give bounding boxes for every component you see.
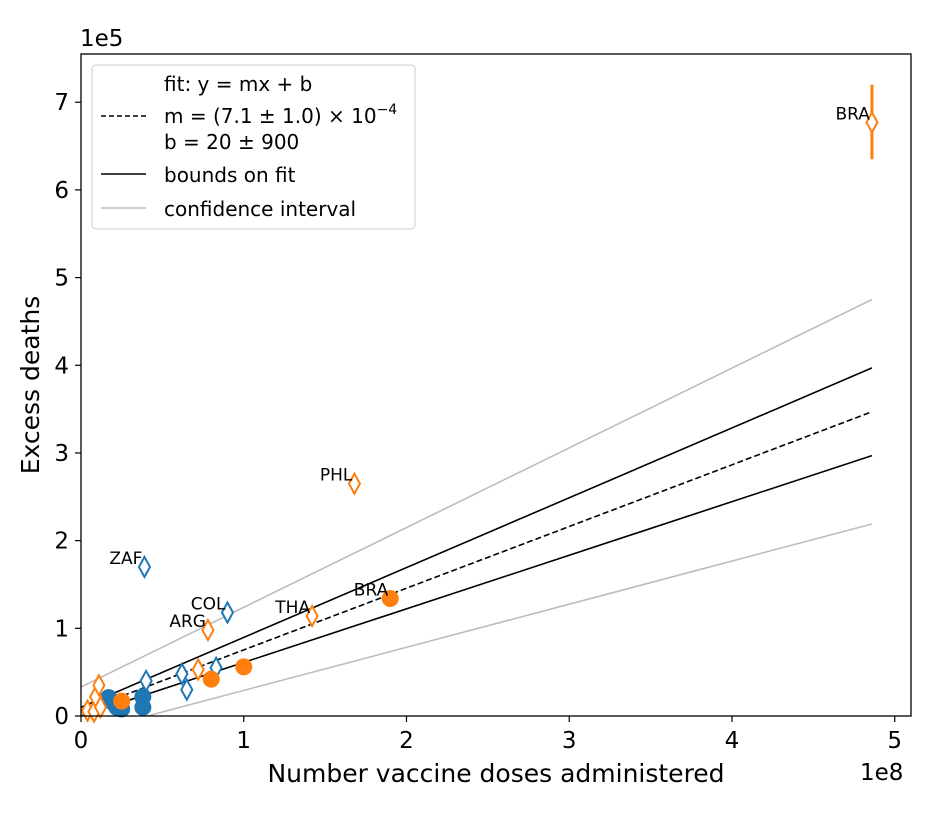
x-tick-label: 4 bbox=[725, 728, 740, 754]
y-axis-label: Excess deaths bbox=[16, 296, 45, 475]
legend-fit-slope-text: m = (7.1 ± 1.0) × 10 bbox=[164, 104, 377, 128]
ci-upper-line bbox=[81, 298, 873, 688]
legend-fit-equation: fit: y = mx + b bbox=[164, 72, 312, 96]
y-tick-label: 6 bbox=[54, 178, 69, 204]
x-tick-label: 2 bbox=[399, 728, 414, 754]
x-axis-label: Number vaccine doses administered bbox=[267, 759, 724, 788]
point-blue-open bbox=[220, 600, 235, 625]
point-orange-open bbox=[347, 471, 362, 496]
y-scale-label: 1e5 bbox=[80, 26, 123, 52]
legend-fit-intercept: b = 20 ± 900 bbox=[164, 130, 299, 154]
annotation-phl: PHL bbox=[320, 466, 353, 486]
points-layer bbox=[80, 84, 879, 724]
y-tick-label: 3 bbox=[54, 441, 69, 467]
x-tick-label: 1 bbox=[236, 728, 251, 754]
legend-box bbox=[91, 64, 416, 230]
y-tick-label: 5 bbox=[54, 266, 69, 292]
x-tick-label: 3 bbox=[562, 728, 577, 754]
annotation-zaf: ZAF bbox=[109, 549, 142, 569]
point-blue-open bbox=[180, 677, 194, 702]
point-orange-open bbox=[191, 657, 205, 682]
point-orange-open bbox=[201, 617, 215, 643]
legend-fit-slope: m = (7.1 ± 1.0) × 10−4 bbox=[164, 102, 397, 128]
point-orange-filled bbox=[381, 590, 399, 608]
point-blue-open bbox=[139, 668, 153, 694]
point-orange-filled bbox=[202, 670, 220, 688]
point-orange-open bbox=[93, 695, 108, 720]
bounds-upper-line bbox=[81, 367, 873, 708]
y-tick-label: 0 bbox=[54, 704, 69, 730]
y-tick-label: 1 bbox=[54, 616, 69, 642]
annotation-bra: BRA bbox=[354, 581, 389, 601]
point-orange-open bbox=[865, 110, 879, 135]
annotation-arg: ARG bbox=[169, 612, 206, 632]
y-tick-label: 7 bbox=[54, 90, 69, 116]
legend-bounds-label: bounds on fit bbox=[164, 163, 296, 187]
point-blue-open bbox=[137, 554, 152, 580]
ticks-layer: 0 1 2 3 4 5 0 1 2 3 4 5 6 7 bbox=[54, 90, 902, 754]
legend-fit-slope-exponent: −4 bbox=[377, 102, 398, 118]
annotation-tha: THA bbox=[274, 598, 310, 618]
x-scale-label: 1e8 bbox=[860, 760, 903, 786]
ci-lower-line bbox=[144, 523, 873, 716]
point-orange-filled bbox=[113, 692, 131, 710]
point-orange-open bbox=[92, 673, 106, 698]
legend: fit: y = mx + b m = (7.1 ± 1.0) × 10−4 b… bbox=[91, 64, 416, 230]
y-tick-label: 2 bbox=[54, 529, 69, 555]
y-tick-label: 4 bbox=[54, 353, 69, 379]
point-orange-filled bbox=[235, 658, 253, 676]
plot-frame bbox=[80, 53, 912, 717]
x-tick-label: 0 bbox=[74, 728, 89, 754]
x-tick-label: 5 bbox=[887, 728, 902, 754]
point-blue-open bbox=[175, 661, 189, 686]
annotation-bra: BRA bbox=[836, 104, 871, 124]
point-blue-filled bbox=[134, 698, 152, 716]
annotation-col: COL bbox=[191, 595, 226, 615]
legend-ci-label: confidence interval bbox=[164, 197, 356, 221]
point-orange-open bbox=[305, 603, 319, 629]
